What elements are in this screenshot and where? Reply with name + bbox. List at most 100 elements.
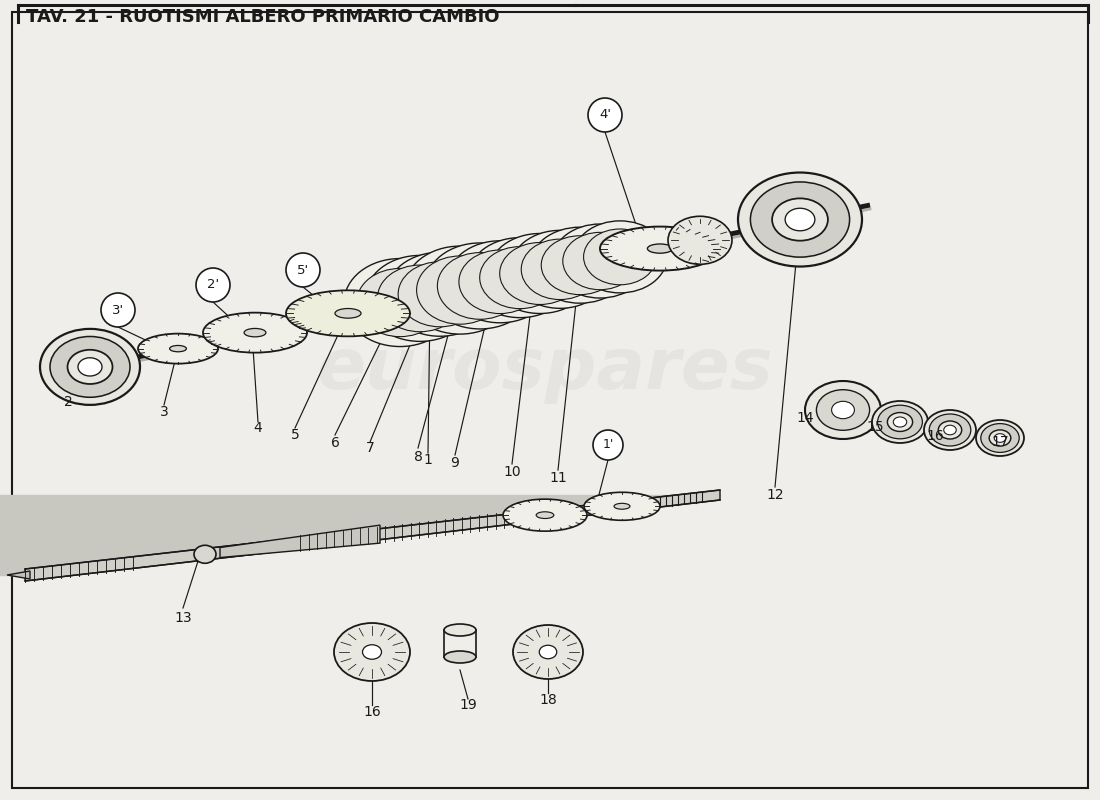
Ellipse shape: [521, 239, 598, 299]
Circle shape: [101, 293, 135, 327]
Ellipse shape: [377, 265, 463, 332]
Ellipse shape: [772, 198, 828, 241]
Ellipse shape: [78, 358, 102, 376]
Ellipse shape: [563, 232, 637, 290]
Text: 3': 3': [112, 303, 124, 317]
Ellipse shape: [444, 651, 476, 663]
Ellipse shape: [989, 430, 1011, 446]
Text: 5: 5: [290, 428, 299, 442]
Text: 13: 13: [174, 611, 191, 625]
Text: 5': 5': [297, 263, 309, 277]
Ellipse shape: [169, 346, 186, 352]
Ellipse shape: [930, 414, 971, 446]
Ellipse shape: [459, 250, 541, 314]
Ellipse shape: [738, 173, 862, 266]
Ellipse shape: [552, 224, 648, 298]
Ellipse shape: [386, 252, 494, 336]
Text: eurospares: eurospares: [317, 335, 773, 405]
Ellipse shape: [944, 426, 956, 435]
Ellipse shape: [50, 337, 130, 398]
Ellipse shape: [480, 246, 560, 309]
Ellipse shape: [648, 244, 672, 254]
Ellipse shape: [404, 246, 516, 334]
Ellipse shape: [194, 546, 216, 563]
Ellipse shape: [584, 229, 657, 285]
Text: 8: 8: [414, 450, 422, 464]
Text: 16: 16: [926, 429, 944, 443]
Ellipse shape: [994, 434, 1005, 442]
Text: 6: 6: [331, 436, 340, 450]
Ellipse shape: [539, 646, 557, 658]
Text: 14: 14: [796, 411, 814, 425]
Circle shape: [286, 253, 320, 287]
Text: 4: 4: [254, 421, 263, 435]
Ellipse shape: [417, 256, 504, 324]
Ellipse shape: [976, 420, 1024, 456]
Circle shape: [196, 268, 230, 302]
Ellipse shape: [244, 329, 266, 337]
Ellipse shape: [938, 421, 961, 439]
Ellipse shape: [503, 499, 587, 531]
Ellipse shape: [805, 381, 881, 439]
Text: 2': 2': [207, 278, 219, 291]
Text: 10: 10: [503, 465, 520, 479]
Text: 19: 19: [459, 698, 477, 712]
Ellipse shape: [356, 269, 443, 337]
Ellipse shape: [204, 313, 307, 353]
Ellipse shape: [536, 512, 553, 518]
Ellipse shape: [878, 405, 923, 438]
Ellipse shape: [872, 401, 928, 443]
Text: 7: 7: [365, 441, 374, 455]
Text: 16: 16: [363, 705, 381, 719]
Text: 1': 1': [603, 438, 614, 451]
Text: TAV. 21 - RUOTISMI ALBERO PRIMARIO CAMBIO: TAV. 21 - RUOTISMI ALBERO PRIMARIO CAMBI…: [26, 8, 499, 26]
Text: 18: 18: [539, 693, 557, 707]
Ellipse shape: [444, 624, 476, 636]
Ellipse shape: [600, 226, 720, 270]
Text: 15: 15: [866, 420, 883, 434]
Ellipse shape: [40, 329, 140, 405]
Polygon shape: [7, 571, 30, 579]
Ellipse shape: [365, 255, 475, 342]
Ellipse shape: [488, 234, 592, 314]
Ellipse shape: [398, 262, 482, 326]
Circle shape: [588, 98, 621, 132]
Ellipse shape: [286, 290, 410, 336]
Ellipse shape: [573, 221, 667, 293]
Ellipse shape: [499, 242, 581, 305]
Ellipse shape: [438, 253, 522, 319]
Ellipse shape: [668, 216, 732, 264]
Ellipse shape: [468, 238, 572, 318]
Ellipse shape: [541, 236, 618, 294]
Text: 4': 4': [600, 109, 610, 122]
Ellipse shape: [584, 492, 660, 520]
Ellipse shape: [888, 413, 913, 431]
Ellipse shape: [138, 334, 218, 364]
Ellipse shape: [334, 623, 410, 681]
Text: 2: 2: [64, 395, 73, 409]
Ellipse shape: [893, 417, 906, 427]
Ellipse shape: [344, 258, 456, 346]
Ellipse shape: [336, 309, 361, 318]
Ellipse shape: [785, 208, 815, 231]
Ellipse shape: [832, 402, 855, 418]
Text: 1: 1: [424, 453, 432, 467]
Text: 9: 9: [451, 456, 460, 470]
Text: 12: 12: [767, 488, 784, 502]
Circle shape: [593, 430, 623, 460]
Ellipse shape: [363, 645, 382, 659]
Text: 17: 17: [991, 435, 1009, 449]
Ellipse shape: [447, 241, 553, 322]
Ellipse shape: [816, 390, 870, 430]
Ellipse shape: [425, 243, 535, 329]
Ellipse shape: [981, 424, 1020, 452]
Ellipse shape: [614, 503, 630, 510]
Text: 3: 3: [160, 405, 168, 419]
Polygon shape: [220, 525, 380, 558]
Ellipse shape: [67, 350, 112, 384]
Ellipse shape: [510, 230, 610, 308]
Ellipse shape: [513, 625, 583, 679]
Polygon shape: [25, 490, 720, 581]
Ellipse shape: [750, 182, 849, 257]
Ellipse shape: [924, 410, 976, 450]
